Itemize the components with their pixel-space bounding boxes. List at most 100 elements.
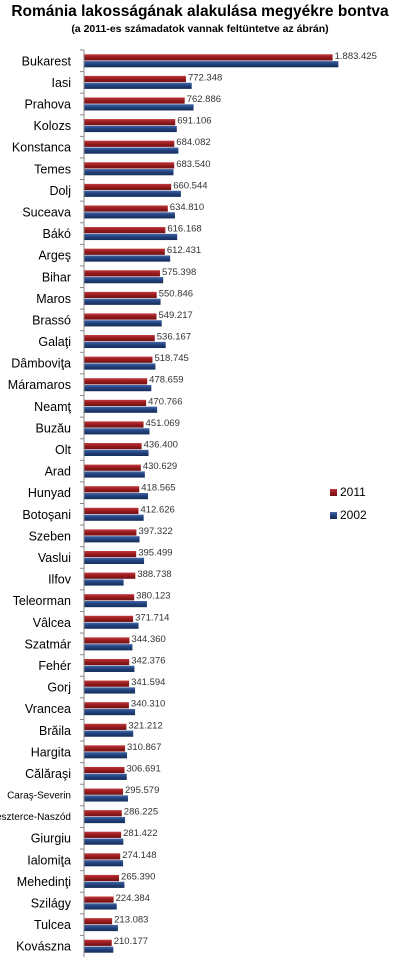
bar-2002 xyxy=(84,795,128,802)
category-label: Brăila xyxy=(39,724,71,738)
category-label: Beszterce-Naszód xyxy=(0,812,71,823)
bar-2002 xyxy=(84,514,144,521)
data-label: 274.148 xyxy=(122,850,156,861)
bar-2002 xyxy=(84,169,174,176)
bar-2011 xyxy=(84,75,186,83)
category-label: Vaslui xyxy=(38,551,71,565)
data-label: 762.886 xyxy=(187,94,221,105)
bar-2011 xyxy=(84,918,113,925)
category-label: Bukarest xyxy=(22,54,72,68)
bar-2011 xyxy=(84,378,148,385)
bar-2002 xyxy=(84,622,139,629)
category-label: Szatmár xyxy=(24,637,71,651)
data-label: 295.579 xyxy=(125,785,159,796)
category-label: Botoşani xyxy=(22,508,71,522)
data-label: 451.069 xyxy=(146,418,180,429)
bar-2011 xyxy=(84,291,157,299)
bar-2011 xyxy=(84,658,130,666)
data-label: 612.431 xyxy=(167,245,201,256)
data-label: 470.766 xyxy=(148,396,182,407)
data-label: 549.217 xyxy=(158,310,192,321)
bar-2002 xyxy=(84,924,118,932)
category-label: Gorj xyxy=(47,681,71,695)
bar-2011 xyxy=(84,680,130,687)
chart-subtitle: (a 2011-es számadatok vannak feltüntetve… xyxy=(71,23,329,35)
bar-2002 xyxy=(84,752,128,759)
bar-2011 xyxy=(84,788,124,795)
bar-2011 xyxy=(84,97,185,104)
bar-2011 xyxy=(84,183,172,191)
category-label: Bihar xyxy=(42,270,71,284)
bar-2011 xyxy=(84,464,141,471)
bar-2011 xyxy=(84,205,168,212)
data-label: 397.322 xyxy=(138,526,172,537)
data-label: 380.123 xyxy=(136,591,170,602)
data-label: 321.212 xyxy=(128,720,162,731)
bar-2002 xyxy=(84,104,194,111)
data-label: 634.810 xyxy=(170,202,204,213)
data-label: 371.714 xyxy=(135,612,169,623)
data-label: 265.390 xyxy=(121,871,155,882)
category-label: Olt xyxy=(55,443,72,457)
bar-2002 xyxy=(84,298,161,305)
legend-label-2011: 2011 xyxy=(340,485,366,499)
data-label: 691.106 xyxy=(177,116,211,127)
data-label: 213.083 xyxy=(114,915,148,926)
bar-2002 xyxy=(84,579,124,586)
category-label: Bákó xyxy=(43,227,72,241)
bar-2002 xyxy=(84,773,127,780)
bar-2011 xyxy=(84,162,175,169)
category-label: Suceava xyxy=(22,205,71,219)
bar-2011 xyxy=(84,745,126,752)
bar-2002 xyxy=(84,449,149,457)
bar-2011 xyxy=(84,702,129,709)
legend-swatch-2011 xyxy=(330,489,337,496)
data-label: 210.177 xyxy=(114,936,148,947)
bar-2002 xyxy=(84,233,178,241)
category-label: Galaţi xyxy=(38,335,71,349)
bar-2002 xyxy=(84,860,124,867)
category-label: Fehér xyxy=(38,659,71,673)
bar-2002 xyxy=(84,471,145,478)
data-label: 536.167 xyxy=(157,332,191,343)
bar-2011 xyxy=(84,507,139,514)
category-label: Teleorman xyxy=(13,594,71,608)
data-label: 518.745 xyxy=(154,353,188,364)
bar-2002 xyxy=(84,341,166,349)
bar-2002 xyxy=(84,881,125,888)
bar-2002 xyxy=(84,816,126,824)
data-label: 340.310 xyxy=(131,699,165,710)
category-label: Szeben xyxy=(29,529,71,543)
data-label: 683.540 xyxy=(176,159,210,170)
bar-2002 xyxy=(84,665,135,672)
bar-2011 xyxy=(84,896,114,903)
bar-2011 xyxy=(84,615,134,622)
category-label: Dolj xyxy=(49,184,71,198)
data-label: 344.360 xyxy=(131,634,165,645)
category-label: Iasi xyxy=(52,76,71,90)
bar-2002 xyxy=(84,255,171,262)
bar-2011 xyxy=(84,939,112,946)
bar-2011 xyxy=(84,486,140,493)
bar-2011 xyxy=(84,119,176,126)
category-label: Máramaros xyxy=(8,378,71,392)
bar-2011 xyxy=(84,594,135,601)
data-label: 772.348 xyxy=(188,72,222,83)
bar-2011 xyxy=(84,550,137,558)
bar-2002 xyxy=(84,708,136,716)
bar-2011 xyxy=(84,270,160,277)
bar-2002 xyxy=(84,277,164,284)
bar-2002 xyxy=(84,125,177,133)
category-label: Temes xyxy=(34,162,71,176)
data-label: 310.867 xyxy=(127,742,161,753)
category-label: Călăraşi xyxy=(25,767,71,781)
bar-2002 xyxy=(84,82,192,89)
category-label: Hargita xyxy=(31,745,71,759)
bar-2011 xyxy=(84,421,144,428)
category-label: Kolozs xyxy=(33,119,71,133)
category-label: Prahova xyxy=(24,97,71,111)
category-label: Szilágy xyxy=(31,897,72,911)
category-label: Tulcea xyxy=(34,918,71,932)
category-label: Ialomiţa xyxy=(27,853,71,867)
data-label: 388.738 xyxy=(137,569,171,580)
